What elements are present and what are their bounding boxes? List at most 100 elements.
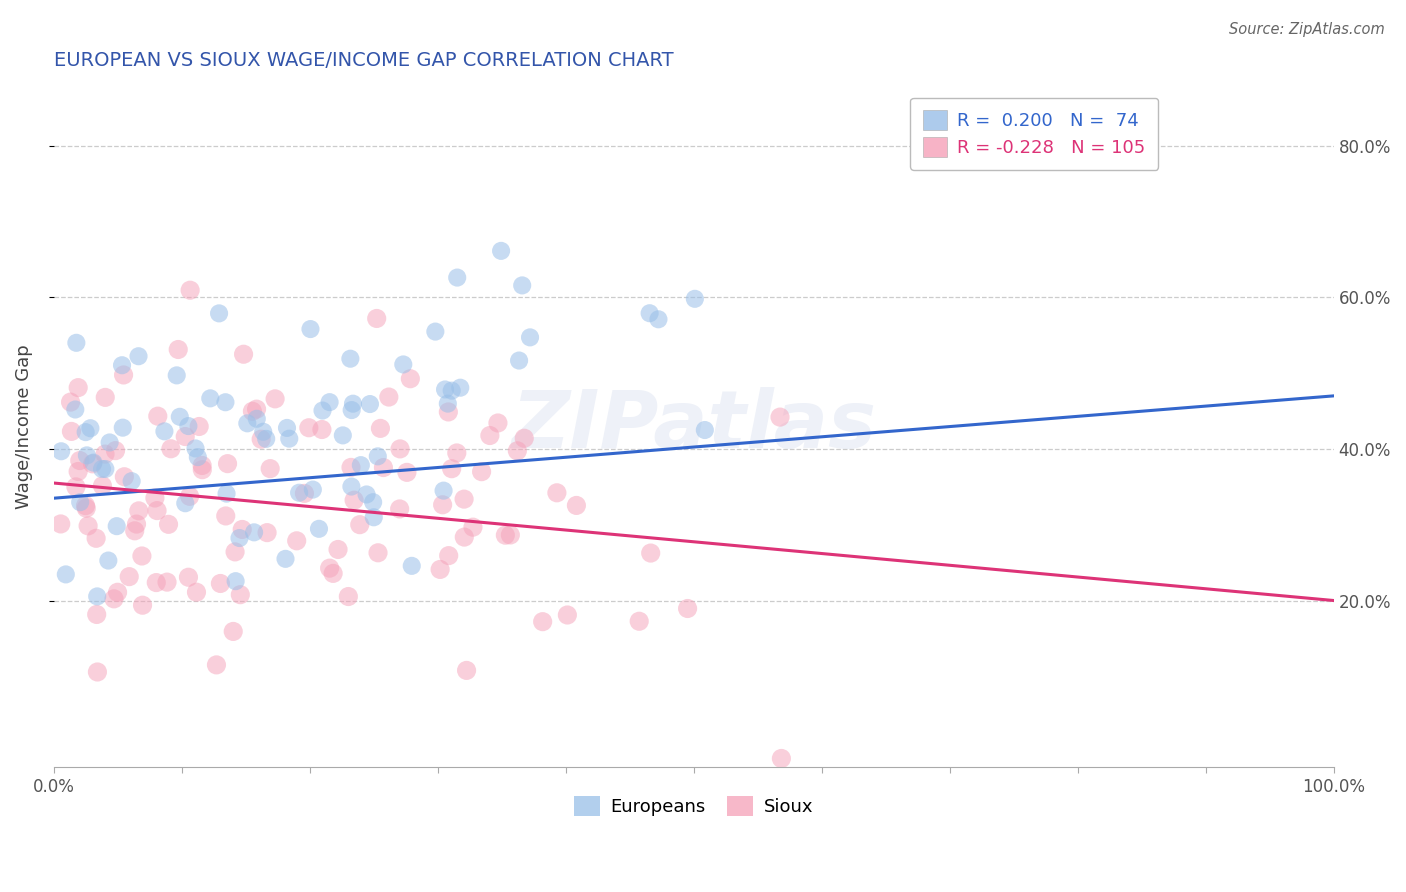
Point [124, 524, 146, 538]
Point [222, 624, 245, 639]
Point [112, 368, 135, 382]
Point [179, 283, 201, 297]
Point [94, 447, 117, 461]
Point [252, 425, 274, 439]
Point [179, 489, 201, 503]
Point [67, 381, 90, 395]
Point [278, 432, 301, 446]
Point [146, 503, 169, 517]
Point [65, 480, 87, 494]
Point [156, 575, 179, 590]
Point [326, 542, 349, 557]
Point [366, 311, 388, 326]
Point [453, 492, 475, 507]
Point [91, 479, 114, 493]
Point [153, 425, 176, 439]
Point [131, 549, 153, 563]
Point [370, 421, 392, 435]
Point [69, 453, 91, 467]
Point [145, 575, 167, 590]
Point [318, 395, 340, 409]
Point [51, 444, 73, 458]
Point [361, 495, 384, 509]
Point [59, 395, 82, 409]
Point [343, 493, 366, 508]
Point [274, 552, 297, 566]
Point [84, 531, 107, 545]
Point [169, 409, 191, 424]
Point [229, 588, 252, 602]
Point [437, 549, 460, 563]
Point [557, 607, 579, 622]
Point [770, 751, 793, 765]
Point [367, 546, 389, 560]
Point [288, 485, 311, 500]
Point [349, 517, 371, 532]
Point [332, 428, 354, 442]
Point [224, 545, 246, 559]
Point [205, 657, 228, 672]
Point [177, 570, 200, 584]
Point [184, 442, 207, 456]
Point [86, 665, 108, 679]
Point [440, 461, 463, 475]
Point [82, 456, 104, 470]
Point [160, 442, 183, 456]
Point [131, 598, 153, 612]
Point [302, 483, 325, 497]
Point [111, 420, 134, 434]
Point [75, 501, 97, 516]
Point [356, 487, 378, 501]
Point [513, 431, 536, 445]
Point [49, 516, 72, 531]
Point [65, 402, 87, 417]
Point [67, 465, 90, 479]
Point [318, 561, 340, 575]
Point [118, 569, 141, 583]
Y-axis label: Wage/Income Gap: Wage/Income Gap [15, 343, 32, 508]
Point [429, 562, 451, 576]
Point [167, 343, 190, 357]
Point [60, 425, 83, 439]
Point [209, 576, 232, 591]
Point [638, 306, 661, 320]
Point [105, 519, 128, 533]
Point [98, 435, 121, 450]
Point [285, 533, 308, 548]
Point [166, 368, 188, 383]
Point [188, 419, 211, 434]
Point [437, 396, 460, 410]
Point [225, 574, 247, 589]
Point [298, 421, 321, 435]
Point [77, 519, 100, 533]
Point [499, 528, 522, 542]
Point [389, 442, 412, 456]
Point [177, 419, 200, 434]
Point [82, 457, 104, 471]
Point [231, 523, 253, 537]
Point [461, 520, 484, 534]
Point [121, 474, 143, 488]
Point [367, 450, 389, 464]
Point [91, 462, 114, 476]
Point [104, 443, 127, 458]
Point [693, 423, 716, 437]
Point [425, 325, 447, 339]
Point [103, 591, 125, 606]
Point [373, 460, 395, 475]
Point [86, 607, 108, 622]
Point [264, 392, 287, 406]
Point [228, 531, 250, 545]
Point [388, 502, 411, 516]
Point [446, 446, 468, 460]
Point [186, 585, 208, 599]
Point [432, 483, 454, 498]
Point [339, 351, 361, 366]
Point [215, 508, 238, 523]
Point [256, 525, 278, 540]
Point [112, 469, 135, 483]
Point [111, 358, 134, 372]
Point [449, 381, 471, 395]
Point [340, 403, 363, 417]
Point [471, 465, 494, 479]
